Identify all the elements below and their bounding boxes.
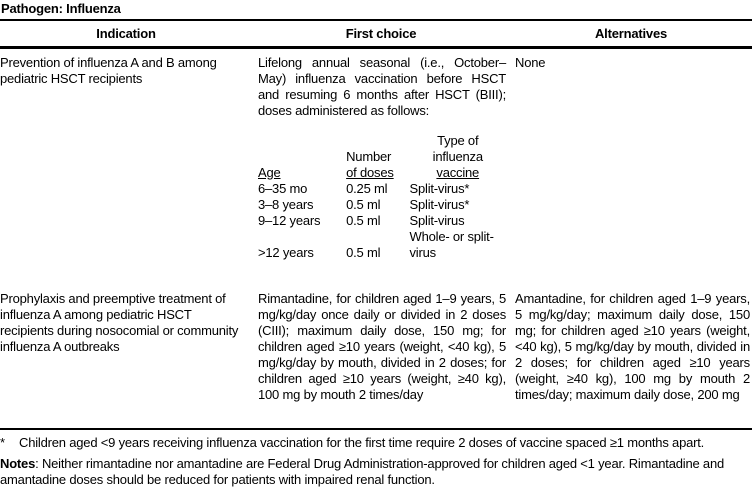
table-row-prophylaxis: Prophylaxis and preemptive treatment of … — [0, 291, 752, 428]
dose-vaccine-type: Split-virus* — [409, 181, 470, 196]
dose-amount: 0.25 ml — [346, 181, 388, 196]
alternatives-cell: Amantadine, for children aged 1–9 years,… — [515, 291, 750, 402]
dose-table-row: 3–8 years 0.5 ml Split-virus* — [258, 197, 506, 213]
dose-header-age: Age — [258, 165, 281, 180]
alternatives-cell: None — [515, 55, 546, 70]
pathogen-title: Pathogen: Influenza — [0, 0, 752, 21]
dose-table-row: 9–12 years 0.5 ml Split-virus — [258, 213, 506, 229]
dose-age: 9–12 years — [258, 213, 321, 228]
asterisk-footnote: * Children aged <9 years receiving influ… — [0, 435, 752, 451]
notes-label: Notes — [0, 456, 36, 471]
dose-age: 3–8 years — [258, 197, 314, 212]
dose-amount: 0.5 ml — [346, 197, 381, 212]
column-header-indication: Indication — [96, 26, 156, 41]
notes-footnote: Notes: Neither rimantadine nor amantadin… — [0, 456, 752, 488]
table-header-row: Indication First choice Alternatives — [0, 21, 752, 49]
first-choice-cell: Lifelong annual seasonal (i.e., October–… — [252, 55, 510, 261]
first-choice-text: Lifelong annual seasonal (i.e., October–… — [258, 55, 506, 118]
column-header-first-choice: First choice — [345, 26, 417, 41]
vaccine-dose-table: Age Number of doses Type of influenza va… — [258, 133, 506, 261]
dose-header-number-of-doses: Number of doses — [346, 149, 394, 180]
asterisk-marker: * — [0, 435, 5, 450]
dose-vaccine-type: Split-virus* — [409, 197, 470, 212]
dose-table-header-row: Age Number of doses Type of influenza va… — [258, 133, 506, 181]
dose-header-vaccine-type: Type of influenza vaccine — [432, 133, 483, 180]
dose-age: 6–35 mo — [258, 181, 308, 196]
dose-amount: 0.5 ml — [346, 213, 381, 228]
first-choice-cell: Rimantadine, for children aged 1–9 years… — [258, 291, 506, 402]
dose-vaccine-type: Split-virus — [409, 213, 465, 228]
dose-table-row: 6–35 mo 0.25 ml Split-virus* — [258, 181, 506, 197]
dose-age: >12 years — [258, 245, 314, 260]
dose-table-row: >12 years 0.5 ml Whole- or split-virus — [258, 229, 506, 261]
indication-cell: Prevention of influenza A and B among pe… — [0, 55, 217, 86]
notes-text: : Neither rimantadine nor amantadine are… — [0, 456, 725, 487]
indication-cell: Prophylaxis and preemptive treatment of … — [0, 291, 239, 354]
dose-vaccine-type: Whole- or split-virus — [409, 229, 494, 260]
footnotes-section: * Children aged <9 years receiving influ… — [0, 428, 752, 488]
column-header-alternatives: Alternatives — [594, 26, 668, 41]
dose-amount: 0.5 ml — [346, 245, 381, 260]
table-row-prevention: Prevention of influenza A and B among pe… — [0, 49, 752, 291]
asterisk-footnote-text: Children aged <9 years receiving influen… — [19, 435, 705, 450]
